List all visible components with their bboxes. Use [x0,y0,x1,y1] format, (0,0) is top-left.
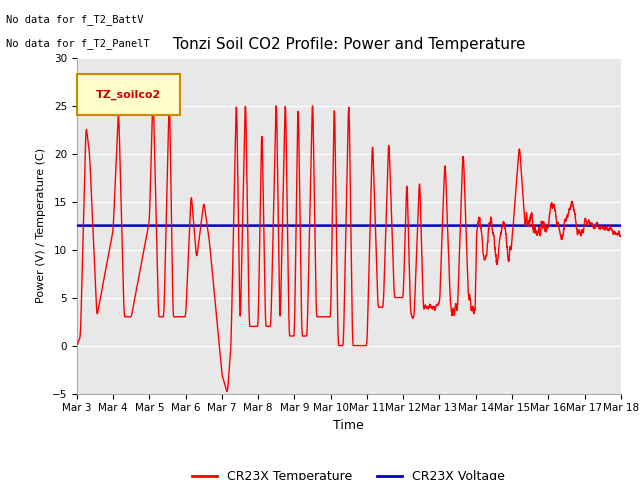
Title: Tonzi Soil CO2 Profile: Power and Temperature: Tonzi Soil CO2 Profile: Power and Temper… [173,37,525,52]
X-axis label: Time: Time [333,419,364,432]
Text: No data for f_T2_BattV: No data for f_T2_BattV [6,14,144,25]
Text: No data for f_T2_PanelT: No data for f_T2_PanelT [6,38,150,49]
FancyBboxPatch shape [77,74,180,115]
Legend: CR23X Temperature, CR23X Voltage: CR23X Temperature, CR23X Voltage [188,465,510,480]
Text: TZ_soilco2: TZ_soilco2 [96,89,161,100]
Y-axis label: Power (V) / Temperature (C): Power (V) / Temperature (C) [36,148,46,303]
